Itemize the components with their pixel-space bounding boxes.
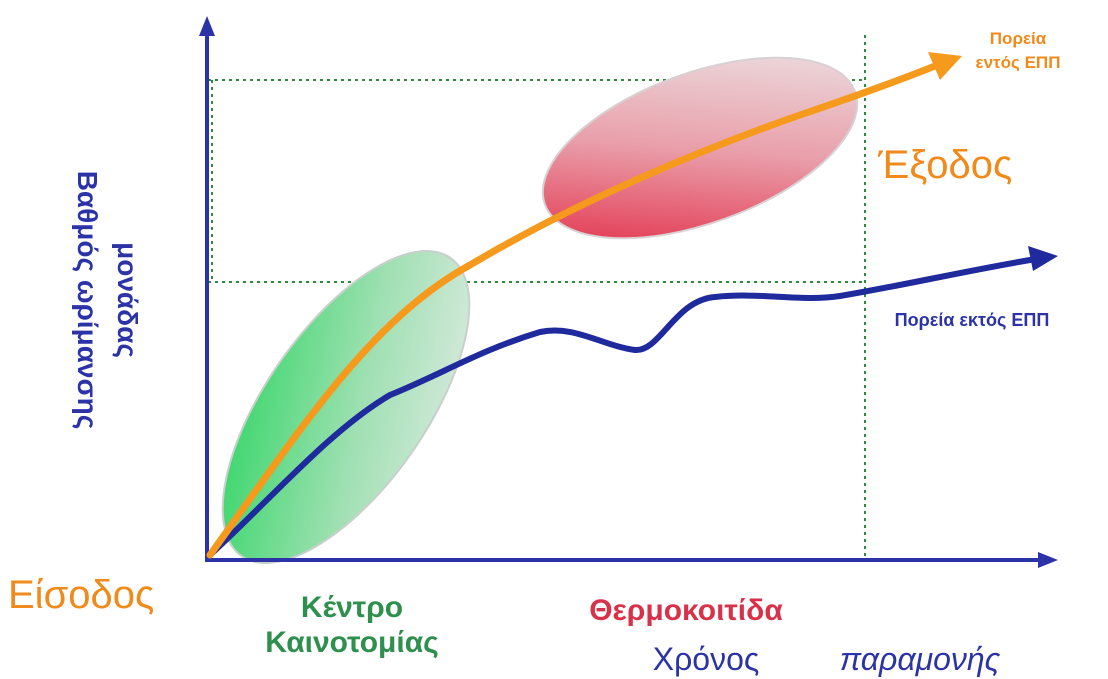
path-inside-label-line1: Πορεία [990, 29, 1047, 48]
y-axis-label-line1: Βαθμός ωρίμανσης [72, 171, 103, 430]
y-axis-label: Βαθμός ωρίμανσης μονάδας [72, 171, 143, 430]
incubator-ellipse [519, 21, 880, 275]
y-axis-arrowhead [199, 16, 215, 36]
path-outside-label: Πορεία εκτός ΕΠΠ [895, 310, 1050, 330]
entry-label: Είσοδος [8, 573, 154, 617]
time-label-line1: Χρόνος [653, 641, 760, 677]
path-inside-label-line2: εντός ΕΠΠ [976, 53, 1061, 72]
exit-label: Έξοδος [877, 143, 1012, 187]
x-axis-arrowhead [1038, 552, 1058, 568]
incubator-label: Θερμοκοιτίδα [589, 594, 783, 627]
path-outside-arrowhead [1028, 246, 1058, 271]
y-axis-label-line2: μονάδας [112, 242, 143, 358]
time-label-line2: παραμονής [840, 641, 1001, 677]
innovation-center-label-line1: Κέντρο [301, 591, 403, 624]
innovation-center-label-line2: Καινοτομίας [265, 626, 439, 659]
